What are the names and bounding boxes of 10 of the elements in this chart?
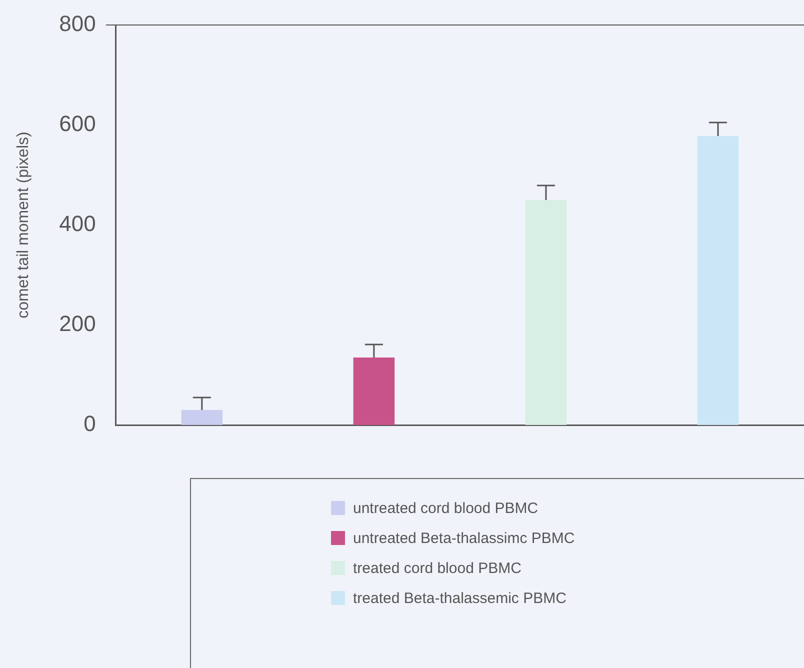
legend-label: treated Beta-thalassemic PBMC xyxy=(353,590,566,606)
y-tick-label: 200 xyxy=(59,311,96,336)
y-tick-label: 800 xyxy=(59,11,96,36)
legend-label: untreated Beta-thalassimc PBMC xyxy=(353,530,575,546)
y-tick-label: 400 xyxy=(59,211,96,236)
legend-label: treated cord blood PBMC xyxy=(353,560,522,576)
y-tick-label: 600 xyxy=(59,111,96,136)
legend-label: untreated cord blood PBMC xyxy=(353,500,538,516)
y-tick-label: 0 xyxy=(84,411,96,436)
y-axis-title: comet tail moment (pixels) xyxy=(15,132,32,318)
